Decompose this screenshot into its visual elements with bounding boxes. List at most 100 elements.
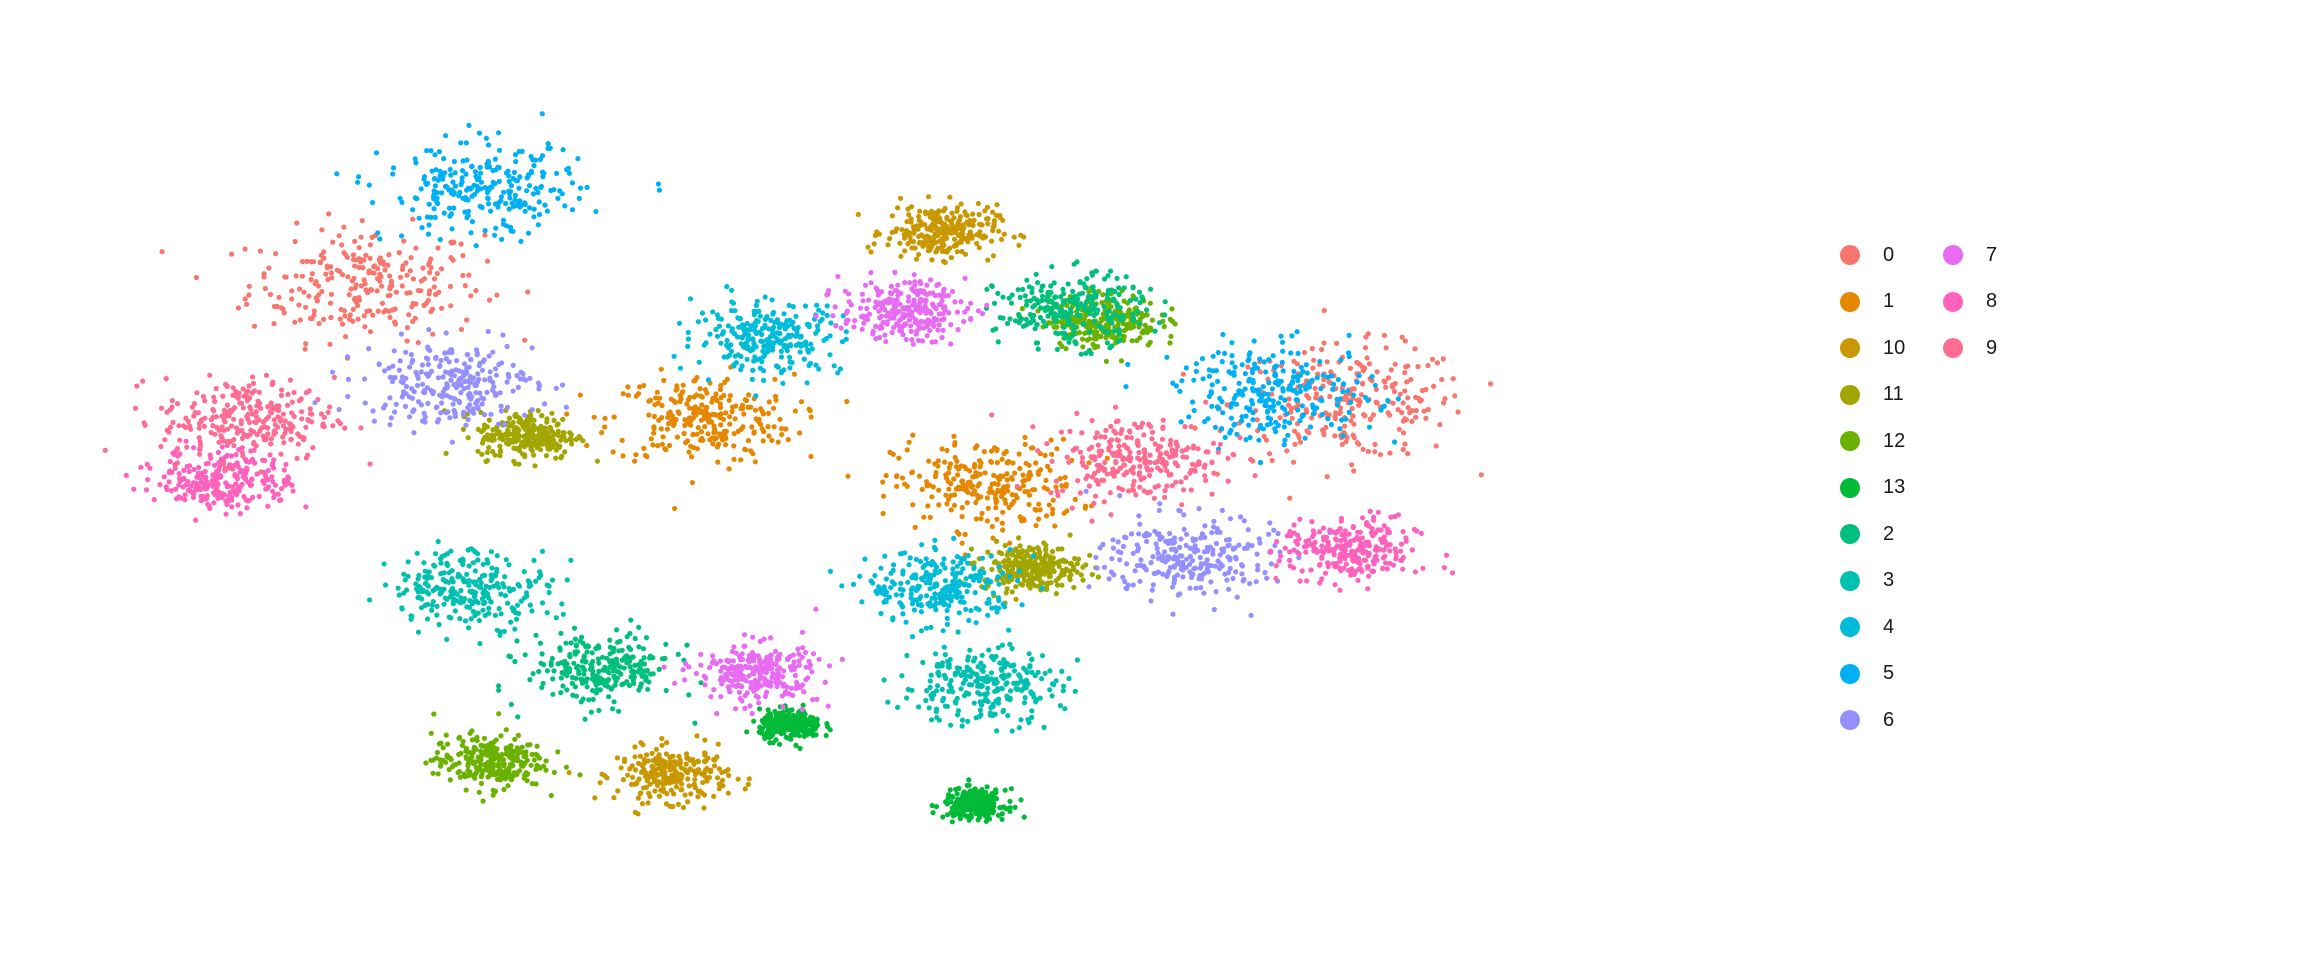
data-point — [293, 273, 299, 279]
data-point — [1004, 586, 1010, 592]
data-point — [503, 727, 509, 733]
data-point — [752, 328, 758, 334]
data-point — [489, 565, 495, 571]
data-point — [765, 720, 771, 726]
data-point — [1027, 575, 1033, 581]
data-point — [492, 156, 498, 162]
data-point — [308, 277, 314, 283]
data-point — [717, 415, 723, 421]
data-point — [583, 659, 589, 665]
data-point — [1042, 670, 1048, 676]
data-point — [567, 430, 573, 436]
data-point — [520, 750, 526, 756]
data-point — [1100, 292, 1106, 298]
data-point — [954, 791, 960, 797]
data-point — [702, 737, 708, 743]
data-point — [431, 276, 438, 282]
data-point — [703, 404, 709, 411]
data-point — [302, 346, 308, 352]
data-point — [705, 411, 711, 417]
data-point — [496, 584, 502, 591]
data-point — [990, 327, 996, 333]
data-point — [1067, 299, 1074, 305]
data-point — [802, 303, 809, 309]
data-point — [429, 607, 435, 613]
data-point — [889, 579, 896, 585]
data-point — [947, 787, 953, 793]
data-point — [735, 776, 741, 782]
data-point — [1257, 369, 1263, 375]
data-point — [592, 795, 598, 801]
data-point — [1011, 573, 1017, 579]
data-point — [913, 556, 919, 563]
data-point — [452, 589, 458, 596]
data-point — [328, 314, 334, 321]
data-point — [798, 341, 804, 347]
data-point — [1478, 472, 1484, 478]
data-point — [507, 195, 513, 201]
data-point — [1277, 415, 1283, 421]
data-point — [410, 216, 416, 222]
data-point — [1434, 360, 1440, 366]
data-point — [1067, 532, 1073, 538]
data-point — [731, 456, 737, 462]
data-point — [539, 435, 545, 441]
data-point — [566, 770, 572, 776]
data-point — [1351, 468, 1357, 474]
data-point — [887, 236, 893, 242]
data-point — [466, 563, 472, 569]
data-point — [993, 653, 999, 660]
data-point — [950, 224, 956, 230]
data-point — [828, 320, 834, 326]
data-point — [683, 761, 689, 767]
data-point — [980, 799, 986, 805]
data-point — [773, 714, 779, 720]
data-point — [808, 341, 814, 347]
data-point — [897, 551, 904, 557]
data-point — [666, 442, 673, 449]
data-point — [533, 578, 539, 584]
data-point — [979, 555, 986, 561]
data-point — [787, 365, 793, 371]
data-point — [1239, 362, 1245, 368]
data-point — [628, 646, 634, 653]
data-point — [554, 170, 560, 176]
data-point — [1009, 645, 1015, 652]
data-point — [1083, 299, 1089, 305]
data-point — [549, 410, 555, 416]
data-point — [568, 437, 574, 443]
data-point — [786, 302, 792, 308]
data-point — [719, 769, 725, 776]
data-point — [1324, 474, 1330, 480]
data-point — [481, 593, 487, 599]
data-point — [1006, 672, 1012, 678]
data-point — [484, 557, 490, 563]
data-point — [353, 282, 359, 288]
data-point — [1027, 557, 1033, 563]
data-point — [668, 418, 675, 424]
data-point — [926, 458, 932, 464]
data-point — [954, 223, 960, 229]
data-point — [1330, 386, 1336, 392]
data-point — [942, 259, 948, 266]
data-point — [536, 199, 542, 205]
data-point — [1339, 441, 1345, 447]
data-point — [476, 759, 483, 765]
data-point — [485, 432, 491, 438]
data-point — [644, 774, 650, 780]
data-point — [599, 654, 606, 660]
data-point — [524, 593, 530, 599]
data-point — [476, 130, 482, 136]
data-point — [996, 696, 1002, 702]
data-point — [714, 333, 721, 339]
data-point — [413, 245, 419, 251]
data-point — [944, 607, 950, 614]
data-point — [1048, 564, 1054, 570]
data-point — [396, 250, 402, 256]
data-point — [894, 473, 900, 479]
data-point — [954, 249, 960, 255]
data-point — [468, 293, 474, 299]
data-point — [458, 587, 464, 594]
data-point — [1332, 433, 1338, 439]
data-point — [386, 252, 392, 258]
